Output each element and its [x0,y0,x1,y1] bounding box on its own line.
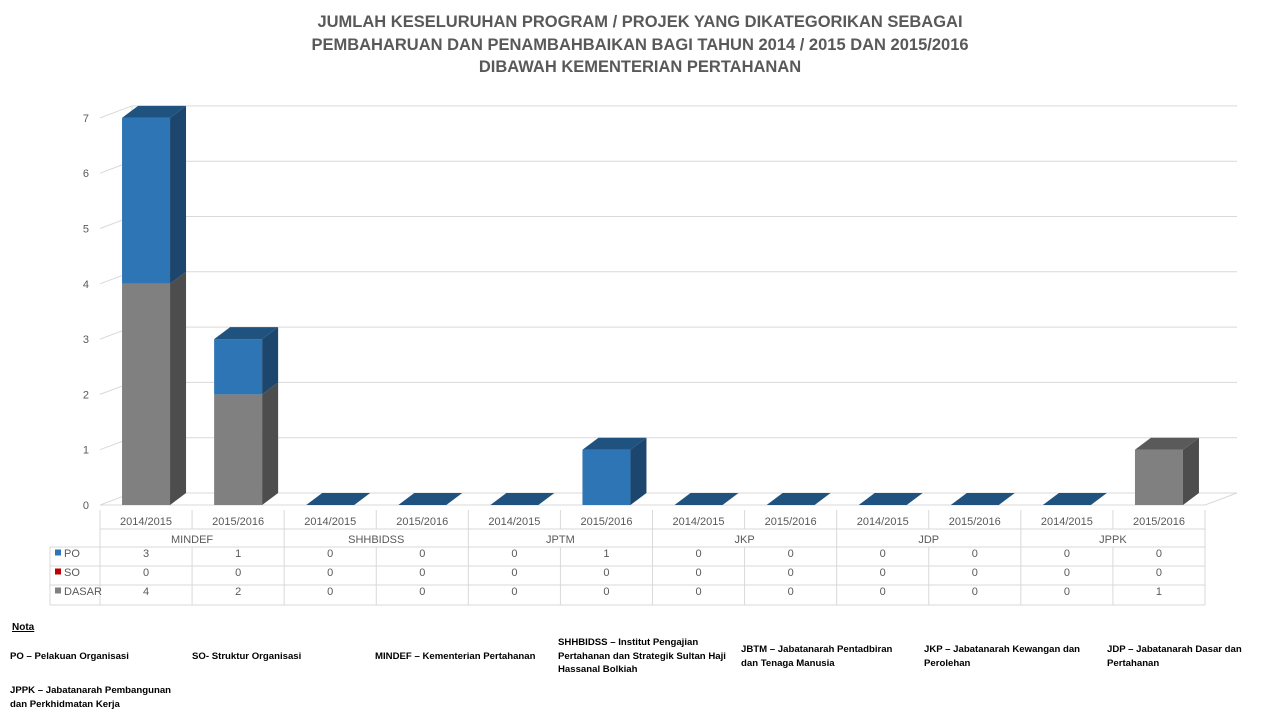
bar-top [766,493,831,505]
legend-key-po [55,549,61,556]
bar-top [1134,437,1199,450]
data-label: 0 [880,586,886,598]
bar-top [950,493,1015,505]
x-tick-label: 2014/2015 [304,516,356,528]
x-tick-label: 2015/2016 [949,516,1001,528]
legend-key-so [55,568,61,575]
group-label: MINDEF [171,534,213,546]
data-label: 0 [1156,567,1162,579]
data-label: 1 [1156,586,1162,598]
group-label: JPTM [546,534,575,546]
data-label: 0 [1156,548,1162,560]
data-label: 0 [880,548,886,560]
data-label: 3 [143,548,149,560]
bar-segment-dasar [1134,449,1183,505]
y-tick-label: 0 [83,500,89,512]
group-label: SHHBIDSS [348,534,404,546]
bar-side-dasar [262,382,279,505]
y-tick-label: 6 [83,168,89,180]
data-label: 0 [511,567,517,579]
bar-segment-dasar [122,283,171,505]
bar-side-po [262,327,279,395]
floor-side-edge [1204,492,1238,506]
x-tick-label: 2015/2016 [1133,516,1185,528]
legend-label-dasar: DASAR [64,586,102,598]
chart-title: JUMLAH KESELURUHAN PROGRAM / PROJEK YANG… [0,11,1280,79]
data-label: 1 [603,548,609,560]
y-tick-label: 7 [83,113,89,125]
legend-label-so: SO [64,567,80,579]
x-tick-label: 2015/2016 [765,516,817,528]
data-label: 0 [419,567,425,579]
data-label: 0 [972,567,978,579]
y-tick-label: 5 [83,224,89,236]
bar-top [582,437,647,450]
data-label: 0 [327,567,333,579]
x-tick-label: 2014/2015 [488,516,540,528]
group-label: JDP [918,534,939,546]
data-label: 0 [419,548,425,560]
bar-top [858,493,923,505]
data-label: 0 [235,567,241,579]
bar-top [306,493,371,505]
bar-top [490,493,555,505]
data-label: 1 [235,548,241,560]
data-label: 0 [695,548,701,560]
x-tick-label: 2015/2016 [580,516,632,528]
x-tick-label: 2014/2015 [673,516,725,528]
data-label: 0 [788,548,794,560]
bar-top [1042,493,1107,505]
data-label: 0 [603,567,609,579]
data-label: 0 [327,586,333,598]
data-label: 0 [511,548,517,560]
data-label: 0 [1064,548,1070,560]
legend-key-dasar [55,587,61,594]
legend-label-po: PO [64,548,80,560]
data-label: 4 [143,586,149,598]
data-label: 0 [419,586,425,598]
data-label: 0 [695,586,701,598]
x-tick-label: 2015/2016 [212,516,264,528]
bar-side-dasar [1182,437,1199,505]
data-label: 0 [788,586,794,598]
bar-side-po [630,437,647,505]
data-label: 0 [972,586,978,598]
data-label: 0 [511,586,517,598]
chart-title-line: DIBAWAH KEMENTERIAN PERTAHANAN [478,58,802,76]
data-label: 0 [695,567,701,579]
chart-title-line: PEMBAHARUAN DAN PENAMBAHBAIKAN BAGI TAHU… [311,35,969,54]
x-tick-label: 2014/2015 [857,516,909,528]
bar-top [398,493,463,505]
data-label: 0 [972,548,978,560]
bar-segment-po [214,339,263,395]
x-tick-label: 2014/2015 [120,516,172,528]
data-label: 0 [327,548,333,560]
bar-top [674,493,739,505]
group-label: JPPK [1099,534,1127,546]
bar-top [122,105,187,118]
chart-title-line: JUMLAH KESELURUHAN PROGRAM / PROJEK YANG… [317,13,963,31]
data-label: 0 [880,567,886,579]
data-label: 0 [1064,567,1070,579]
bar-side-po [170,105,187,284]
data-label: 0 [788,567,794,579]
bar-segment-po [122,117,171,284]
data-label: 0 [603,586,609,598]
bar-top [214,327,279,340]
data-label: 0 [1064,586,1070,598]
x-tick-label: 2015/2016 [396,516,448,528]
y-tick-label: 2 [83,389,89,401]
bar-side-dasar [170,271,187,505]
group-label: JKP [734,534,754,546]
data-label: 2 [235,586,241,598]
y-tick-label: 1 [83,445,89,457]
bar-segment-po [582,449,631,505]
side-wall-gridline [99,105,133,119]
y-tick-label: 3 [83,334,89,346]
x-tick-label: 2014/2015 [1041,516,1093,528]
y-tick-label: 4 [83,279,89,291]
data-label: 0 [143,567,149,579]
bar-segment-dasar [214,394,263,505]
